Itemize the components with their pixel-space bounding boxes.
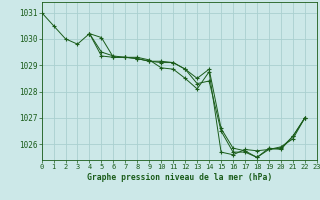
X-axis label: Graphe pression niveau de la mer (hPa): Graphe pression niveau de la mer (hPa) — [87, 173, 272, 182]
